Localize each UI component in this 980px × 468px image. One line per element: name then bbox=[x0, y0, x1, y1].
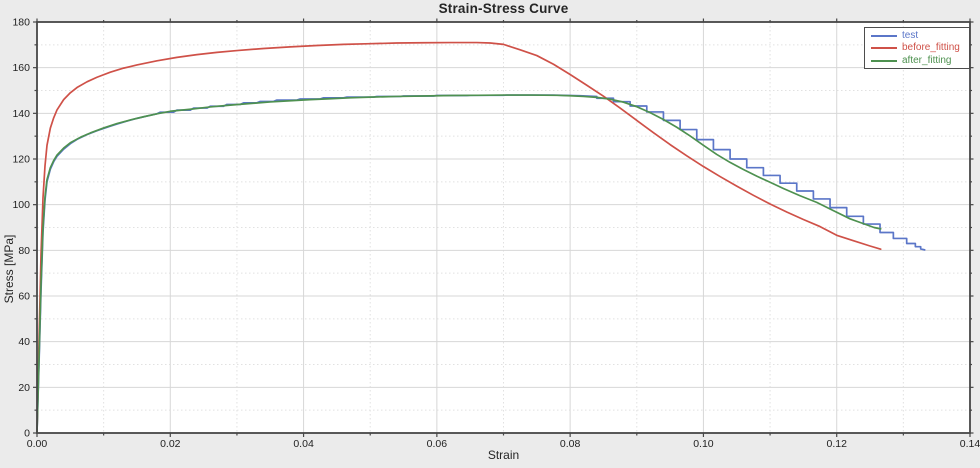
y-tick-label-0: 0 bbox=[24, 428, 30, 440]
y-tick-label-180: 180 bbox=[12, 17, 30, 29]
legend-item-after_fitting[interactable]: after_fitting bbox=[865, 55, 969, 67]
tick-marks bbox=[33, 18, 974, 437]
y-axis-label: Stress [MPa] bbox=[2, 234, 16, 304]
grid-major bbox=[37, 22, 970, 433]
y-tick-label-20: 20 bbox=[18, 382, 30, 394]
legend-line-swatch-after_fitting bbox=[871, 59, 897, 62]
x-tick-label-0.06: 0.06 bbox=[427, 438, 448, 450]
x-tick-label-0.02: 0.02 bbox=[160, 438, 181, 450]
x-tick-label-0.00: 0.00 bbox=[27, 438, 48, 450]
y-tick-label-40: 40 bbox=[18, 336, 30, 348]
x-tick-label-0.14: 0.14 bbox=[960, 438, 980, 450]
legend-item-test[interactable]: test bbox=[865, 30, 969, 42]
chart-title: Strain-Stress Curve bbox=[438, 1, 569, 16]
series-line-before_fitting bbox=[36, 41, 882, 434]
y-tick-label-100: 100 bbox=[12, 199, 30, 211]
y-tick-label-80: 80 bbox=[18, 245, 30, 257]
y-tick-labels: 0 20 40 60 80 100 120 140 160 180 bbox=[12, 17, 30, 440]
x-tick-labels: 0.00 0.02 0.04 0.06 0.08 0.10 0.12 0.14 bbox=[27, 438, 980, 450]
x-tick-label-0.08: 0.08 bbox=[560, 438, 581, 450]
legend-line-swatch-test bbox=[871, 34, 897, 37]
y-tick-label-120: 120 bbox=[12, 154, 30, 166]
x-tick-label-0.12: 0.12 bbox=[826, 438, 847, 450]
y-tick-label-60: 60 bbox=[18, 291, 30, 303]
legend: test before_fitting after_fitting bbox=[864, 27, 970, 69]
x-tick-label-0.10: 0.10 bbox=[693, 438, 714, 450]
grid-minor bbox=[37, 22, 970, 433]
x-tick-label-0.04: 0.04 bbox=[293, 438, 314, 450]
legend-label-after_fitting: after_fitting bbox=[902, 54, 952, 66]
legend-label-test: test bbox=[902, 29, 919, 41]
legend-label-before_fitting: before_fitting bbox=[902, 42, 960, 53]
series-line-after_fitting bbox=[36, 94, 882, 434]
x-axis-label: Strain bbox=[487, 448, 520, 462]
y-tick-label-140: 140 bbox=[12, 108, 30, 120]
y-tick-label-160: 160 bbox=[12, 62, 30, 74]
legend-line-swatch-before_fitting bbox=[871, 47, 897, 49]
legend-item-before_fitting[interactable]: before_fitting bbox=[865, 42, 969, 54]
